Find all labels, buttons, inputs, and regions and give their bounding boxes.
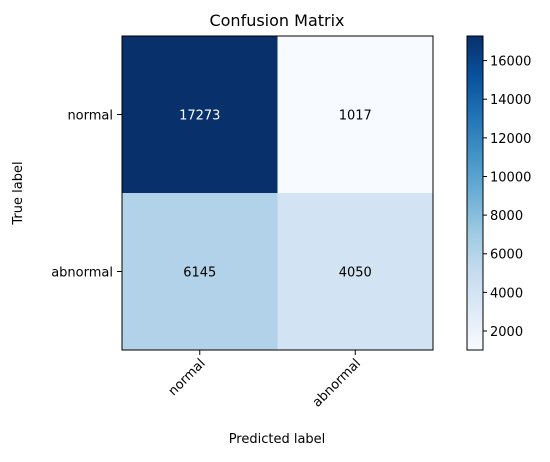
heatmap-cell <box>122 36 278 194</box>
cell-value-label: 4050 <box>339 266 372 281</box>
chart-title: Confusion Matrix <box>209 11 344 30</box>
colorbar-tick-label: 6000 <box>490 248 523 263</box>
colorbar-tick-label: 14000 <box>490 93 531 108</box>
colorbar-tick-label: 4000 <box>490 286 523 301</box>
cell-value-label: 17273 <box>179 109 220 124</box>
y-axis-label: True label <box>11 161 26 225</box>
heatmap-cells <box>122 36 434 351</box>
y-tick-label: normal <box>67 109 113 124</box>
cell-value-label: 1017 <box>339 109 372 124</box>
y-tick-label: abnormal <box>51 266 113 281</box>
colorbar-tick-label: 16000 <box>490 55 531 70</box>
x-axis: normal abnormal <box>166 350 364 411</box>
colorbar-tick-label: 10000 <box>490 170 531 185</box>
colorbar-tick-label: 2000 <box>490 325 523 340</box>
x-axis-label: Predicted label <box>229 432 326 447</box>
heatmap-cell <box>277 193 434 351</box>
colorbar-axis: 2000 4000 6000 8000 10000 12000 14000 16000 <box>483 55 531 340</box>
x-tick-label: abnormal <box>310 356 364 410</box>
plot-frame <box>121 35 434 351</box>
heatmap-cell <box>277 36 434 194</box>
heatmap-cell <box>122 193 278 351</box>
colorbar-tick-label: 8000 <box>490 209 523 224</box>
cell-value-label: 6145 <box>183 266 216 281</box>
y-axis: normal abnormal <box>51 109 122 281</box>
heatmap-value-labels: 17273 1017 6145 4050 <box>179 109 372 281</box>
colorbar <box>466 35 484 351</box>
colorbar-tick-label: 12000 <box>490 132 531 147</box>
x-tick-label: normal <box>166 356 209 399</box>
